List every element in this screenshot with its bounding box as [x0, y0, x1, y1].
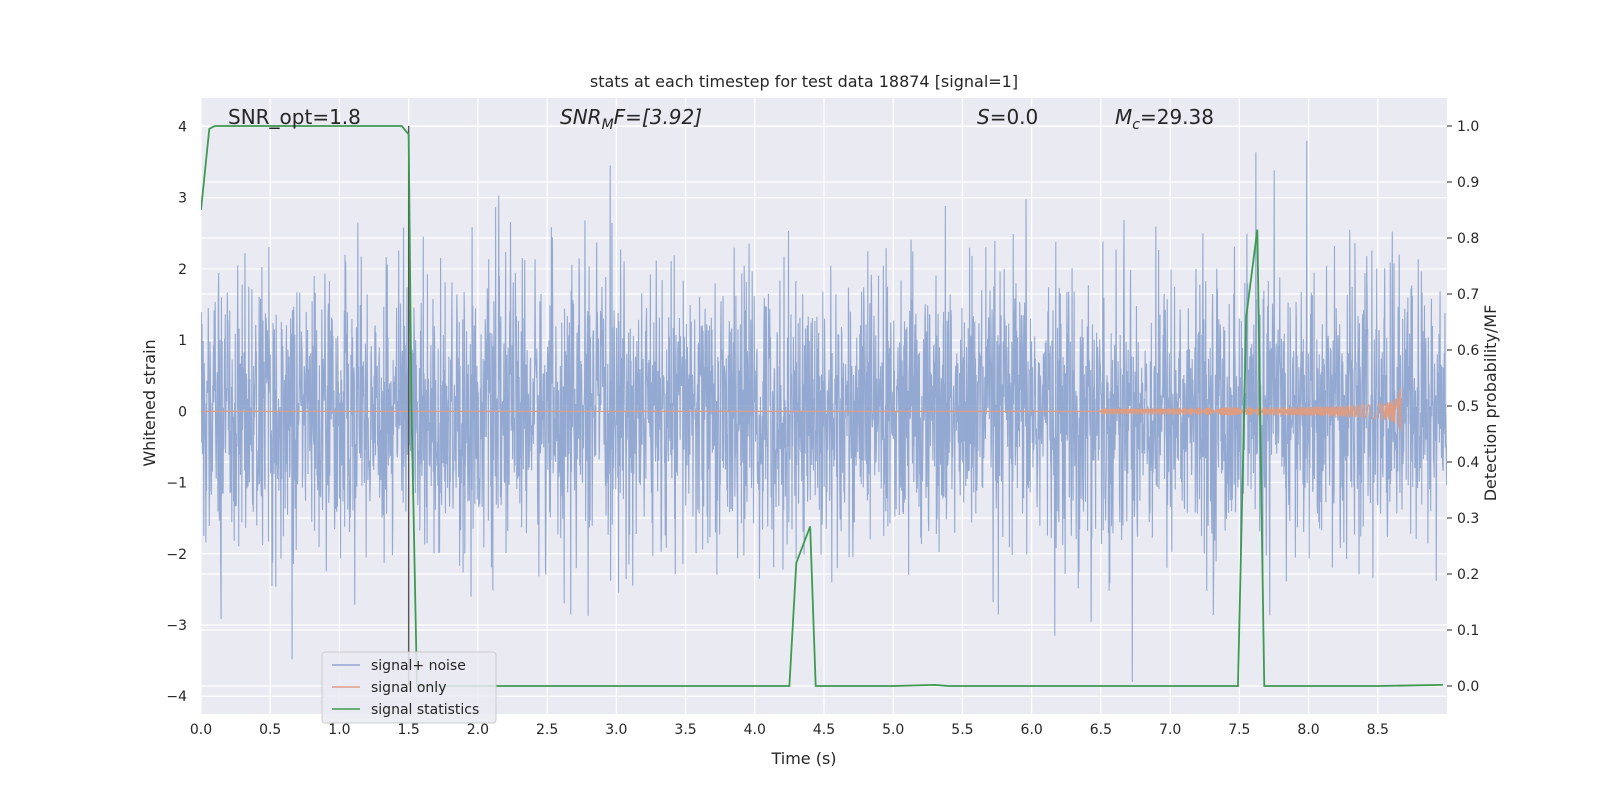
x-tick-label: 0.0 — [190, 722, 212, 738]
y-right-axis-ticks: 0.0 0.1 0.2 0.3 0.4 0.5 0.6 0.7 0.8 0.9 1.0 — [1447, 119, 1479, 695]
x-tick-label: 1.5 — [398, 722, 420, 738]
annotation-mc-var: M — [1115, 105, 1132, 129]
y-right-tick-label: 0.3 — [1457, 511, 1479, 527]
y-right-tick-label: 0.2 — [1457, 567, 1479, 583]
y-left-tick-label: −4 — [166, 689, 187, 705]
annotation-snr-opt: SNR_opt=1.8 — [228, 105, 361, 129]
legend-label-signal-only: signal only — [371, 680, 446, 696]
annotation-snr-mf-sub: M — [602, 117, 614, 133]
y-left-tick-label: 4 — [178, 119, 187, 135]
series-signal-statistics — [201, 125, 1443, 687]
x-tick-label: 4.0 — [744, 722, 766, 738]
annotation-mc-sub: c — [1132, 117, 1140, 133]
x-tick-label: 7.5 — [1228, 722, 1250, 738]
y-left-axis-ticks: −4 −3 −2 −1 0 1 2 3 4 — [166, 119, 187, 705]
y-left-tick-label: 3 — [178, 191, 187, 207]
y-right-tick-label: 0.1 — [1457, 623, 1479, 639]
y-left-tick-label: −3 — [166, 618, 187, 634]
x-tick-label: 8.5 — [1367, 722, 1389, 738]
x-tick-label: 5.5 — [951, 722, 973, 738]
annotation-snr-mf-rest: F=[3.92] — [614, 105, 702, 129]
y-right-tick-label: 0.4 — [1457, 455, 1479, 471]
annotation-mc: Mc=29.38 — [1115, 105, 1214, 133]
legend-label-signal-plus-noise: signal+ noise — [371, 658, 466, 674]
x-axis-ticks: 0.0 0.5 1.0 1.5 2.0 2.5 3.0 3.5 4.0 4.5 5.0 5.5 6.0 6… — [190, 722, 1389, 738]
y-left-tick-label: 1 — [178, 333, 187, 349]
y-right-tick-label: 0.5 — [1457, 399, 1479, 415]
x-tick-label: 5.0 — [882, 722, 904, 738]
y-right-tick-label: 1.0 — [1457, 119, 1479, 135]
legend-label-signal-statistics: signal statistics — [371, 702, 479, 718]
x-tick-label: 3.0 — [605, 722, 627, 738]
y-right-tick-label: 0.0 — [1457, 679, 1479, 695]
y-right-tick-label: 0.6 — [1457, 343, 1479, 359]
x-tick-label: 4.5 — [813, 722, 835, 738]
x-axis-label: Time (s) — [770, 749, 836, 768]
x-tick-label: 8.0 — [1297, 722, 1319, 738]
series-signal-only — [201, 387, 1402, 432]
y-left-tick-label: −1 — [166, 476, 187, 492]
chart-title: stats at each timestep for test data 188… — [590, 72, 1018, 91]
y-right-tick-label: 0.8 — [1457, 231, 1479, 247]
y-right-axis-label: Detection probability/MF — [1481, 305, 1500, 502]
x-tick-label: 6.0 — [1021, 722, 1043, 738]
annotation-s-var: S — [977, 105, 990, 129]
signal-statistics-line — [201, 125, 1443, 687]
annotation-s: S=0.0 — [977, 105, 1038, 129]
annotation-snr-mf-var: SNR — [560, 105, 602, 129]
y-left-tick-label: −2 — [166, 547, 187, 563]
annotation-mc-rest: =29.38 — [1140, 105, 1214, 129]
y-right-tick-label: 0.9 — [1457, 175, 1479, 191]
x-tick-label: 0.5 — [259, 722, 281, 738]
annotation-s-rest: =0.0 — [990, 105, 1039, 129]
annotation-snr-mf: SNRMF=[3.92] — [560, 105, 702, 133]
x-tick-label: 3.5 — [674, 722, 696, 738]
x-tick-label: 7.0 — [1159, 722, 1181, 738]
signal-only-line — [201, 387, 1402, 432]
legend-box — [321, 651, 497, 724]
legend: signal+ noise signal only signal statist… — [321, 651, 497, 724]
x-tick-label: 2.0 — [467, 722, 489, 738]
x-tick-label: 2.5 — [536, 722, 558, 738]
x-tick-label: 6.5 — [1090, 722, 1112, 738]
y-right-tick-label: 0.7 — [1457, 287, 1479, 303]
x-tick-label: 1.0 — [328, 722, 350, 738]
y-left-axis-label: Whitened strain — [140, 339, 159, 466]
y-left-tick-label: 2 — [178, 262, 187, 278]
y-left-tick-label: 0 — [178, 404, 187, 420]
